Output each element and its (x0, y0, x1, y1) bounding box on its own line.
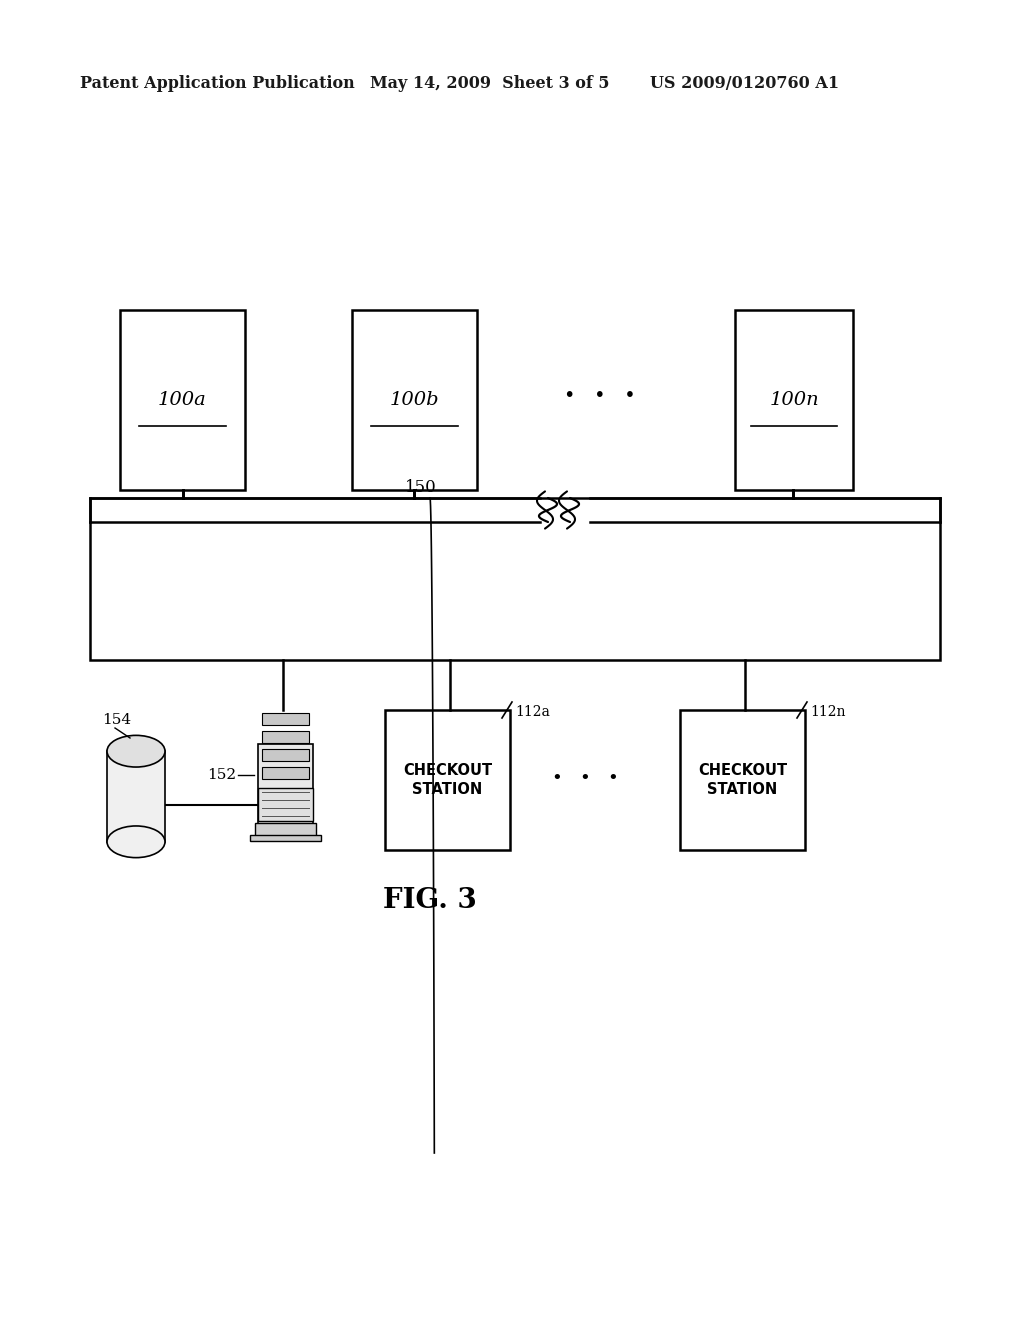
Text: 154: 154 (102, 713, 131, 727)
Bar (262, 767, 309, 779)
Bar (385, 710, 510, 850)
Text: US 2009/0120760 A1: US 2009/0120760 A1 (650, 74, 839, 91)
Bar (255, 822, 316, 840)
Text: 100b: 100b (390, 391, 439, 409)
Text: 112n: 112n (810, 705, 846, 719)
Text: 112a: 112a (515, 705, 550, 719)
Text: •   •   •: • • • (552, 770, 618, 787)
Bar (258, 788, 313, 821)
Text: Patent Application Publication: Patent Application Publication (80, 74, 354, 91)
Text: FIG. 3: FIG. 3 (383, 887, 477, 913)
Bar (106, 751, 165, 842)
Text: 100n: 100n (769, 391, 819, 409)
Text: CHECKOUT
STATION: CHECKOUT STATION (698, 763, 787, 797)
Bar (262, 731, 309, 743)
Ellipse shape (106, 826, 165, 858)
Text: May 14, 2009  Sheet 3 of 5: May 14, 2009 Sheet 3 of 5 (370, 74, 609, 91)
Bar (352, 310, 477, 490)
Bar (120, 310, 245, 490)
Text: 100a: 100a (158, 391, 207, 409)
Bar (258, 743, 313, 841)
Text: 152: 152 (207, 768, 236, 781)
Text: •   •   •: • • • (564, 385, 636, 404)
Bar (250, 836, 321, 841)
Bar (262, 713, 309, 725)
Ellipse shape (106, 735, 165, 767)
Bar (735, 310, 853, 490)
Text: CHECKOUT
STATION: CHECKOUT STATION (402, 763, 493, 797)
Bar (90, 498, 940, 660)
Bar (680, 710, 805, 850)
Bar (262, 748, 309, 762)
Text: 150: 150 (406, 479, 437, 495)
